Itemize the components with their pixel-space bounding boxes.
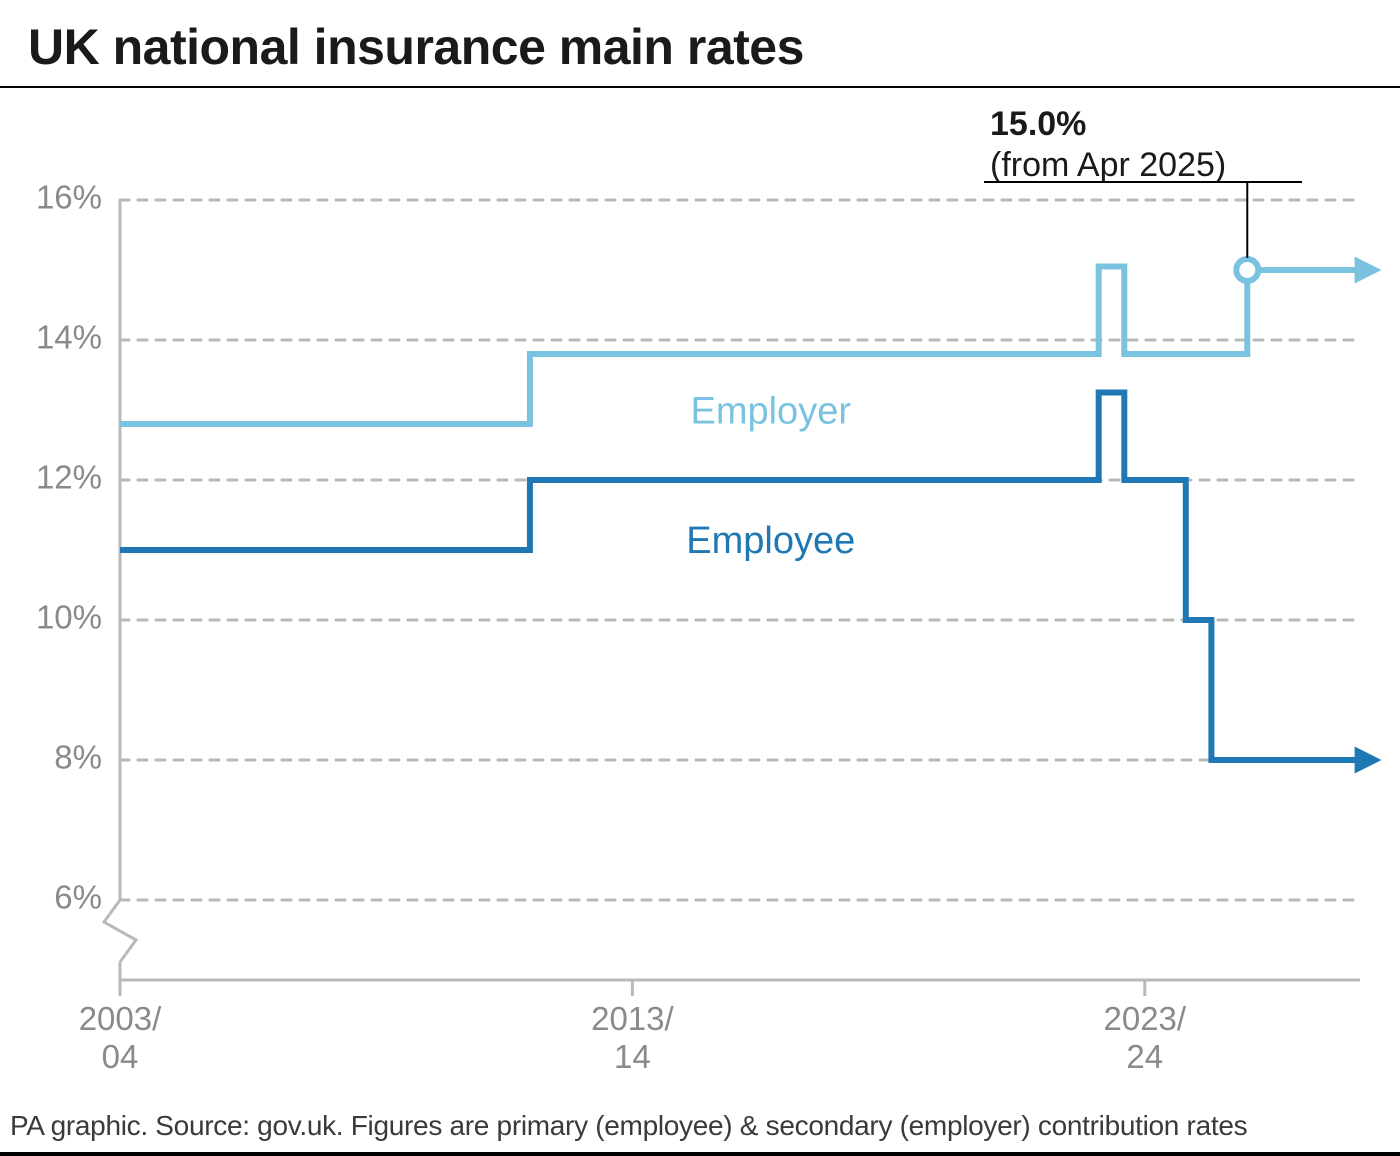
series-employee (120, 393, 1360, 761)
svg-text:2003/: 2003/ (79, 1000, 162, 1037)
svg-text:2023/: 2023/ (1103, 1000, 1186, 1037)
svg-text:6%: 6% (54, 879, 102, 916)
svg-text:16%: 16% (36, 179, 102, 216)
chart: 6% 8% 10% 12% 14% 16% 2003/04 2013/14 2023/24 Emp… (0, 90, 1400, 1100)
chart-svg: 6% 8% 10% 12% 14% 16% 2003/04 2013/14 2023/24 Emp… (0, 90, 1400, 1100)
svg-text:14: 14 (614, 1038, 651, 1075)
svg-text:14%: 14% (36, 319, 102, 356)
footnote: PA graphic. Source: gov.uk. Figures are … (10, 1110, 1247, 1142)
divider-top (0, 86, 1400, 88)
svg-text:10%: 10% (36, 599, 102, 636)
divider-bottom (0, 1152, 1400, 1156)
svg-text:Employer: Employer (690, 391, 851, 433)
svg-text:24: 24 (1126, 1038, 1163, 1075)
svg-text:12%: 12% (36, 459, 102, 496)
svg-text:8%: 8% (54, 739, 102, 776)
svg-text:2013/: 2013/ (591, 1000, 674, 1037)
svg-text:Employee: Employee (686, 520, 855, 562)
chart-title: UK national insurance main rates (28, 18, 804, 76)
page: UK national insurance main rates 15.0% (… (0, 0, 1400, 1156)
svg-text:04: 04 (102, 1038, 139, 1075)
